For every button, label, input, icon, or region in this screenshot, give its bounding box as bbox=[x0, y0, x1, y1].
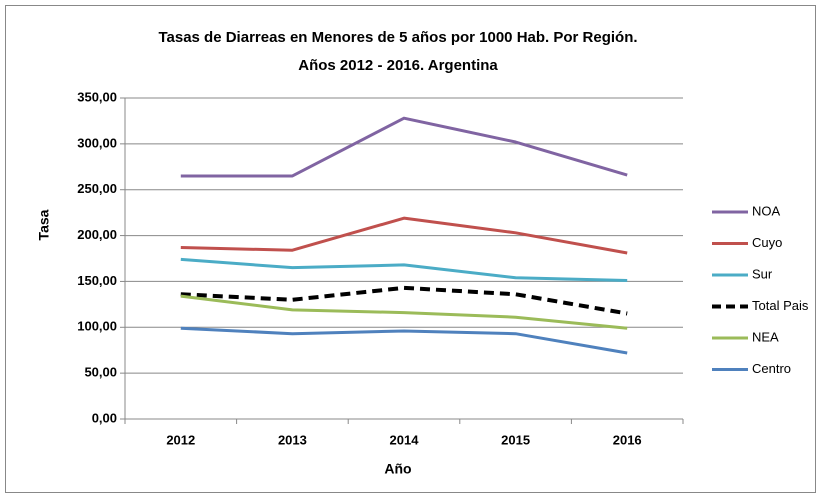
x-tick-label: 2013 bbox=[278, 432, 307, 447]
x-tick-label: 2012 bbox=[166, 432, 195, 447]
series-line bbox=[180, 285, 628, 316]
y-tick-label: 350,00 bbox=[77, 89, 117, 104]
series-line bbox=[180, 257, 628, 283]
chart-subtitle: Años 2012 - 2016. Argentina bbox=[298, 57, 498, 74]
y-tick-label: 100,00 bbox=[77, 319, 117, 334]
legend-label: NEA bbox=[752, 329, 779, 344]
legend-label: NOA bbox=[752, 203, 781, 218]
x-tick-label: 2015 bbox=[501, 432, 530, 447]
series-line bbox=[180, 116, 628, 178]
series-line bbox=[180, 216, 628, 255]
y-tick-label: 200,00 bbox=[77, 227, 117, 242]
legend-label: Centro bbox=[752, 361, 791, 376]
x-axis-title: Año bbox=[384, 461, 411, 477]
legend-label: Sur bbox=[752, 266, 773, 281]
y-tick-label: 250,00 bbox=[77, 181, 117, 196]
series-line bbox=[180, 294, 628, 330]
y-tick-label: 0,00 bbox=[92, 410, 117, 425]
legend-label: Total Pais bbox=[752, 298, 809, 313]
chart-border bbox=[5, 5, 816, 493]
y-tick-label: 50,00 bbox=[84, 365, 117, 380]
y-tick-label: 150,00 bbox=[77, 273, 117, 288]
y-tick-label: 300,00 bbox=[77, 135, 117, 150]
chart-title: Tasas de Diarreas en Menores de 5 años p… bbox=[158, 29, 637, 46]
y-axis-title: Tasa bbox=[36, 209, 52, 240]
legend-label: Cuyo bbox=[752, 235, 782, 250]
series-line bbox=[180, 326, 628, 355]
x-tick-label: 2016 bbox=[613, 432, 642, 447]
x-tick-label: 2014 bbox=[390, 432, 420, 447]
